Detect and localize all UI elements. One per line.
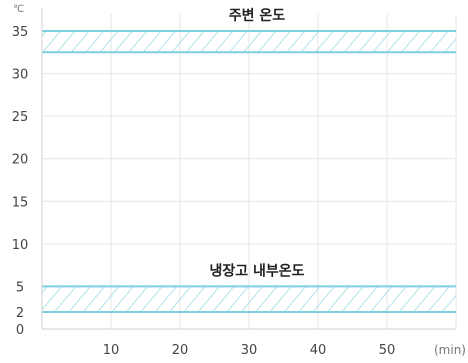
y-tick-label: 20 <box>12 153 29 168</box>
y-tick-label: 5 <box>16 280 24 295</box>
x-unit-label: (min) <box>434 343 466 357</box>
band-label: 냉장고 내부온도 <box>209 262 304 279</box>
axes <box>41 8 456 330</box>
y-tick-label: 10 <box>12 238 29 253</box>
y-tick-label: 30 <box>12 68 29 83</box>
y-tick-label: 2 <box>16 306 24 321</box>
y-tick-label: 25 <box>12 110 29 125</box>
x-tick-label: 10 <box>103 343 120 358</box>
x-tick-label: 20 <box>172 343 189 358</box>
y-tick-label: 35 <box>12 25 29 40</box>
y-tick-label: 0 <box>16 323 24 338</box>
band-fill <box>42 31 456 53</box>
x-tick-label: 50 <box>379 343 396 358</box>
temperature-bands <box>42 30 456 313</box>
y-unit-label: ℃ <box>13 4 24 15</box>
y-tick-label: 15 <box>12 195 29 210</box>
grid-lines <box>42 14 457 329</box>
band-label: 주변 온도 <box>229 8 286 24</box>
x-tick-label: 40 <box>310 343 327 358</box>
x-tick-label: 30 <box>241 343 258 358</box>
band-fill <box>42 286 456 312</box>
